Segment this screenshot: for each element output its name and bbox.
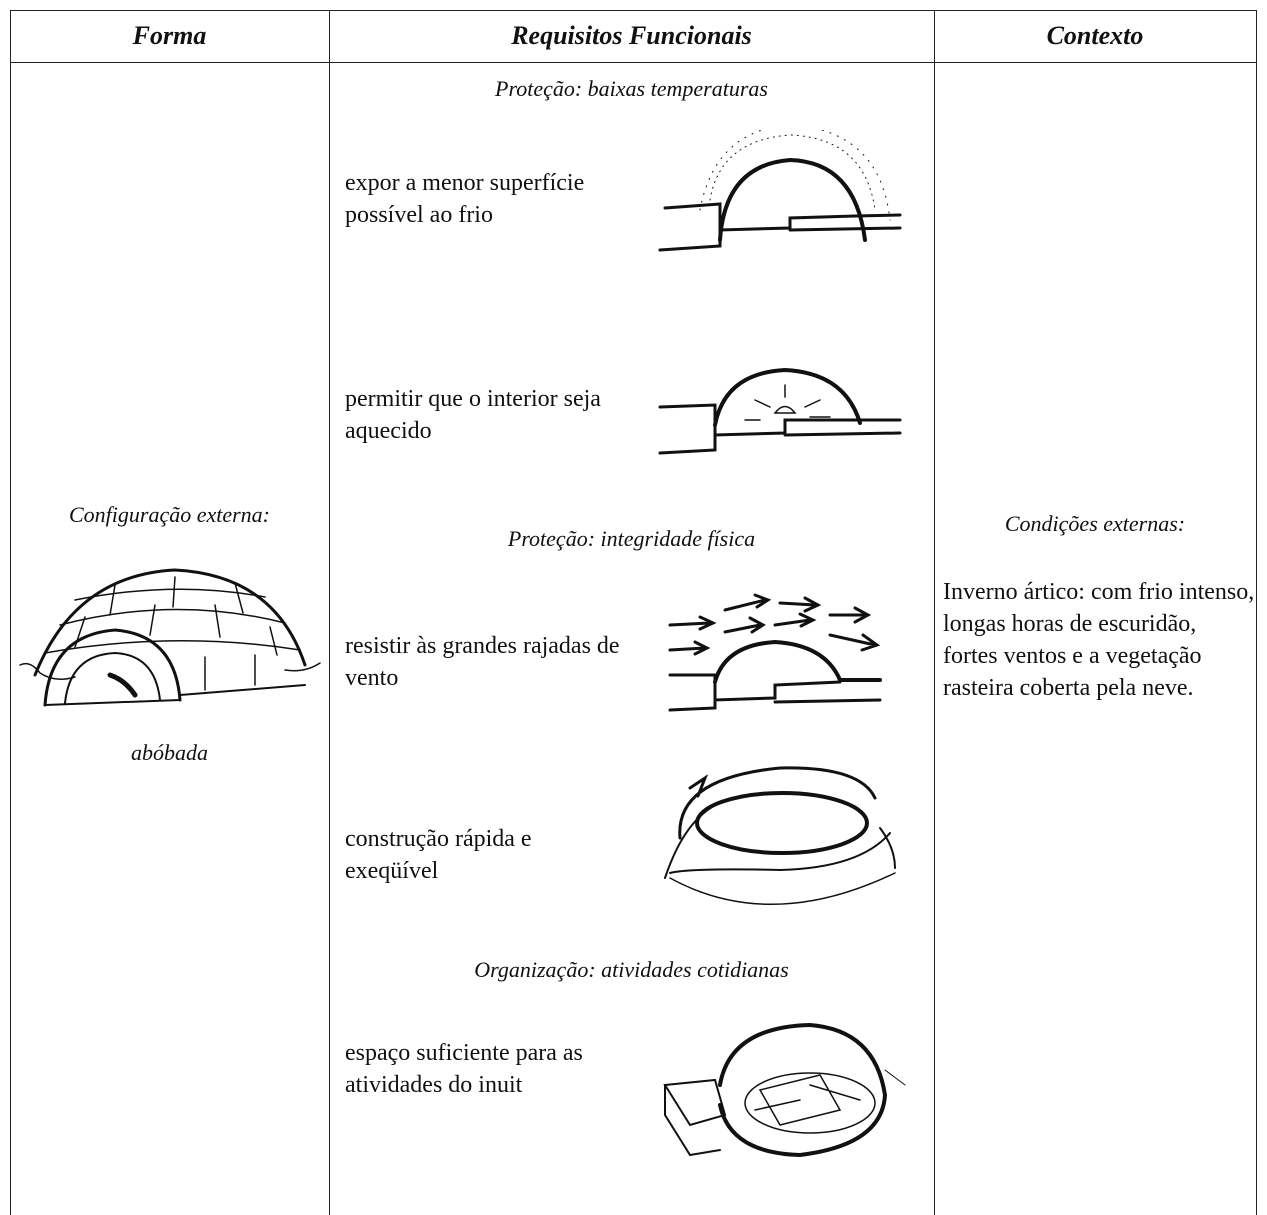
header-cell: Contexto [1046,21,1144,50]
sketch-heat [658,367,902,455]
sketch-snow [658,130,902,252]
requirement: expor a menor superfície possível ao fri… [345,170,585,228]
form-caption: abóbada [131,740,208,765]
section-heading: Proteção: baixas temperaturas [495,76,768,101]
requirement: permitir que o interior seja aquecido [345,386,601,444]
rule [10,10,1257,11]
rule [10,10,11,1215]
context-label: Condições externas: [1004,511,1186,536]
rule [1256,10,1257,1215]
section-heading: Organização: atividades cotidianas [474,957,789,982]
rule [10,62,1257,63]
sketch-wind [668,593,882,712]
rule [934,10,935,1215]
header-cell: Requisitos Funcionais [511,21,752,50]
sketch-plan [663,1022,906,1158]
section-heading: Proteção: integridade física [507,526,756,551]
igloo-drawing [19,568,321,707]
form-label: Configuração externa: [68,502,271,527]
rule [329,10,330,1215]
requirement: resistir às grandes rajadas de vento [345,633,620,691]
context-text: Inverno ártico: com frio intenso, longas… [943,579,1255,701]
header-cell: Forma [132,21,207,50]
requirement: espaço suficiente para as atividades do … [345,1040,583,1098]
sketch-spiral [664,766,896,905]
requirement: construção rápida e exeqüível [345,826,532,884]
